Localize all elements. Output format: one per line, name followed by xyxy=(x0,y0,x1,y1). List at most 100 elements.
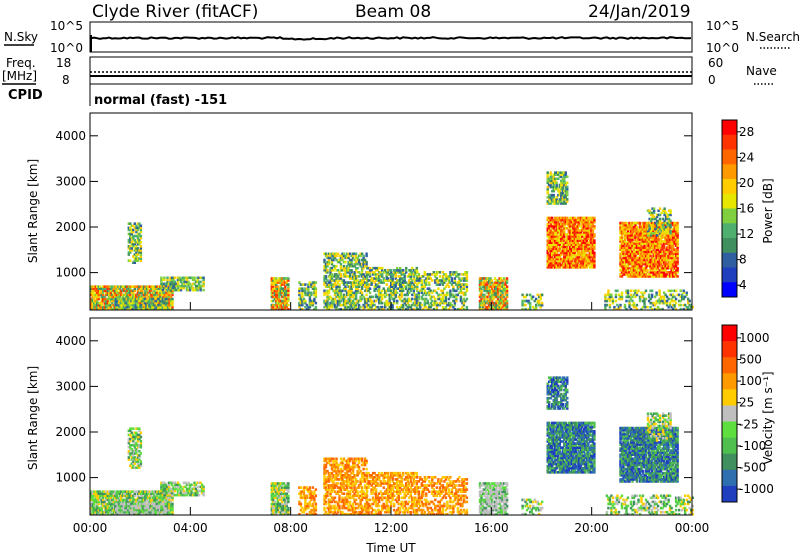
freq-left-tick-top: 18 xyxy=(56,56,71,70)
heatmap-cell xyxy=(166,277,168,280)
heatmap-cell xyxy=(418,273,420,276)
heatmap-cell xyxy=(541,294,543,297)
heatmap-cell xyxy=(621,292,623,295)
heatmap-cell xyxy=(140,235,142,238)
heatmap-cell xyxy=(627,290,629,293)
heatmap-cell xyxy=(437,287,439,290)
heatmap-cell xyxy=(165,302,167,305)
heatmap-cell xyxy=(651,294,653,297)
freq-frame xyxy=(90,57,692,84)
heatmap-cell xyxy=(362,255,364,258)
heatmap-cell xyxy=(565,171,567,174)
heatmap-cell xyxy=(421,304,423,307)
nave-right-tick-top: 60 xyxy=(708,56,723,70)
heatmap-cell xyxy=(689,300,691,303)
colorbar-segment xyxy=(722,223,737,238)
colorbar-tick-label: 8 xyxy=(739,253,747,267)
heatmap-cell xyxy=(315,287,317,290)
heatmap-cell xyxy=(615,300,617,303)
heatmap-cell xyxy=(541,302,543,305)
heatmap-cell xyxy=(165,298,167,301)
heatmap-cell xyxy=(428,281,430,284)
colorbar-segment xyxy=(722,135,737,150)
heatmap-cell xyxy=(466,283,468,286)
heatmap-cell xyxy=(446,292,448,295)
heatmap-cell xyxy=(619,304,621,307)
heatmap-cell xyxy=(411,298,413,301)
heatmap-cell xyxy=(434,298,436,301)
heatmap-cell xyxy=(593,239,595,242)
heatmap-cell xyxy=(491,279,493,282)
power-xticks xyxy=(90,302,692,310)
heatmap-cell xyxy=(193,277,195,280)
heatmap-cell xyxy=(452,285,454,288)
heatmap-cell xyxy=(612,298,614,301)
heatmap-cell xyxy=(287,283,289,286)
nsky-frame xyxy=(90,22,692,52)
heatmap-cell xyxy=(645,290,647,293)
freq-unit-label: [MHz] xyxy=(2,69,37,83)
colorbar-segment xyxy=(722,179,737,194)
heatmap-cell xyxy=(304,300,306,303)
heatmap-cell xyxy=(607,290,609,293)
y-tick-label: 4000 xyxy=(55,129,86,143)
heatmap-cell xyxy=(405,267,407,270)
heatmap-cell xyxy=(506,300,508,303)
heatmap-cell xyxy=(658,290,660,293)
heatmap-cell xyxy=(630,290,632,293)
nsky-panel: N.Sky 10^5 10^0 10^5 10^0 N.Search xyxy=(4,19,800,55)
cpid-label: CPID xyxy=(8,88,43,103)
freq-left-tick-bottom: 8 xyxy=(62,73,70,87)
heatmap-cell xyxy=(369,287,371,290)
heatmap-cell xyxy=(633,302,635,305)
nave-label: Nave xyxy=(746,64,777,78)
heatmap-cell xyxy=(439,275,441,278)
heatmap-cell xyxy=(669,230,671,233)
colorbar-segment xyxy=(722,150,737,165)
heatmap-cell xyxy=(669,224,671,227)
heatmap-cell xyxy=(639,222,641,225)
heatmap-cell xyxy=(593,217,595,220)
heatmap-cell xyxy=(553,194,555,197)
heatmap-cell xyxy=(547,171,549,174)
colorbar-segment xyxy=(722,194,737,209)
heatmap-cell xyxy=(402,269,404,272)
heatmap-cell xyxy=(667,298,669,301)
heatmap-cell xyxy=(202,277,204,280)
heatmap-cell xyxy=(529,302,531,305)
heatmap-cell xyxy=(609,304,611,307)
nsky-right-tick-top: 10^5 xyxy=(706,19,739,33)
colorbar-tick-label: 4 xyxy=(739,278,747,292)
colorbar-segment xyxy=(722,164,737,179)
heatmap-cell xyxy=(118,298,120,301)
heatmap-cell xyxy=(356,267,358,270)
heatmap-cell xyxy=(372,296,374,299)
heatmap-cell xyxy=(199,281,201,284)
heatmap-cell xyxy=(593,252,595,255)
heatmap-cell xyxy=(613,306,615,309)
heatmap-cell xyxy=(140,241,142,244)
heatmap-cell xyxy=(680,290,682,293)
colorbar-segment xyxy=(722,209,737,224)
heatmap-cell xyxy=(458,273,460,276)
heatmap-cell xyxy=(310,292,312,295)
heatmap-cell xyxy=(656,234,658,237)
heatmap-cell xyxy=(174,277,176,280)
heatmap-cell xyxy=(669,220,671,223)
heatmap-cell xyxy=(381,302,383,305)
heatmap-cell xyxy=(466,298,468,301)
heatmap-cell xyxy=(140,245,142,248)
colorbar-segment xyxy=(722,253,737,268)
heatmap-cell xyxy=(524,304,526,307)
power-ylabel: Slant Range [km] xyxy=(26,159,40,263)
heatmap-cell xyxy=(666,228,668,231)
heatmap-cell xyxy=(675,290,677,293)
heatmap-cell xyxy=(323,259,325,262)
heatmap-cell xyxy=(506,277,508,280)
nsearch-label: N.Search xyxy=(746,30,800,44)
freq-label: Freq. xyxy=(6,56,36,70)
heatmap-cell xyxy=(506,285,508,288)
heatmap-cell xyxy=(676,267,678,270)
